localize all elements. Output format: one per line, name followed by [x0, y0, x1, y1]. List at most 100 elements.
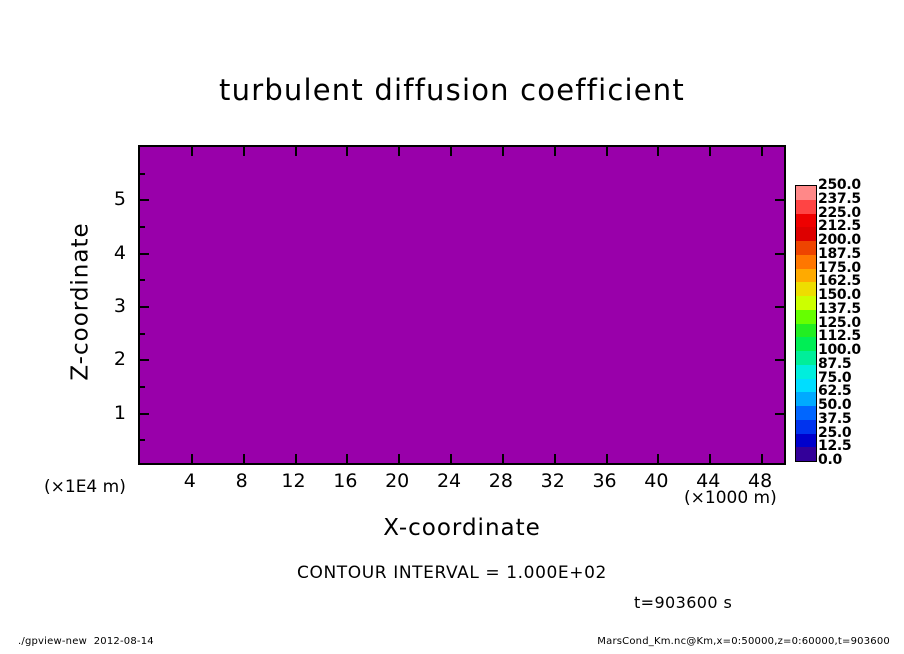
x-tick-label: 8 [235, 470, 248, 492]
x-tick-top [553, 147, 556, 156]
y-minor-tick [140, 226, 145, 228]
colorbar-swatch [796, 433, 816, 448]
colorbar-label: 112.5 [818, 328, 861, 345]
x-axis-title: X-coordinate [383, 515, 541, 541]
x-tick-top [605, 147, 608, 156]
colorbar-swatch [796, 419, 816, 434]
x-tick [346, 454, 349, 463]
colorbar-swatch [796, 364, 816, 379]
colorbar-label: 237.5 [818, 190, 861, 207]
colorbar-swatch [796, 186, 816, 200]
x-tick-label: 36 [592, 470, 617, 492]
footer-command-label: ./gpview-new 2012-08-14 [18, 636, 154, 647]
page-title: turbulent diffusion coefficient [219, 73, 685, 107]
y-minor-tick [140, 279, 145, 282]
y-tick-right [775, 199, 784, 202]
x-tick-label: 20 [385, 470, 410, 492]
y-tick-right [775, 252, 784, 255]
x-tick-top [761, 147, 764, 156]
y-tick-right [775, 306, 784, 308]
x-tick-top [398, 147, 401, 156]
colorbar-swatch [796, 296, 816, 310]
colorbar-label: 250.0 [818, 177, 861, 193]
x-tick-label: 40 [644, 470, 669, 492]
x-tick-top [190, 147, 193, 156]
y-axis-title: Z-coordinate [67, 222, 94, 381]
colorbar-swatch [796, 254, 816, 269]
y-axis-unit-label: (×1E4 m) [44, 477, 126, 497]
y-minor-tick [140, 332, 145, 335]
colorbar-label: 62.5 [818, 383, 852, 400]
x-tick [657, 454, 660, 463]
colorbar-swatch [796, 378, 816, 393]
colorbar-label: 212.5 [818, 218, 861, 235]
y-tick-right [775, 412, 784, 415]
y-tick-label: 4 [113, 241, 126, 264]
colorbar-label: 175.0 [818, 259, 861, 276]
y-tick [140, 359, 149, 362]
colorbar-swatch [796, 213, 816, 228]
colorbar-swatch [796, 447, 816, 461]
y-tick [140, 199, 149, 202]
time-annotation: t=903600 s [634, 593, 733, 612]
y-tick-label: 2 [113, 348, 126, 371]
footer-source-label: MarsCond_Km.nc@Km,x=0:50000,z=0:60000,t=… [597, 636, 890, 647]
colorbar-swatch [796, 392, 816, 406]
colorbar-label: 87.5 [818, 355, 852, 372]
x-tick [553, 454, 556, 463]
colorbar-label: 37.5 [818, 410, 852, 427]
x-tick-label: 24 [436, 470, 462, 492]
x-tick [761, 454, 764, 463]
y-tick [140, 412, 149, 415]
colorbar-swatch [796, 268, 816, 283]
x-tick [190, 454, 193, 463]
x-tick [605, 454, 608, 463]
x-tick-label: 32 [540, 470, 565, 492]
colorbar-label: 50.0 [818, 397, 852, 413]
x-tick [294, 454, 297, 463]
x-tick-top [346, 147, 349, 156]
colorbar-swatch [796, 309, 816, 324]
x-tick-top [709, 147, 712, 156]
colorbar-label: 200.0 [818, 232, 861, 248]
x-tick-label: 4 [183, 470, 196, 492]
y-tick-label: 3 [113, 295, 126, 317]
x-tick-top [450, 147, 453, 156]
x-tick [398, 454, 401, 463]
x-tick [242, 454, 245, 463]
colorbar-label: 225.0 [818, 204, 861, 221]
y-tick-label: 1 [113, 401, 126, 424]
x-tick-top [657, 147, 660, 156]
x-tick-top [501, 147, 504, 156]
colorbar-label: 75.0 [818, 369, 852, 386]
colorbar-swatch [796, 323, 816, 338]
colorbar-swatch [796, 227, 816, 241]
colorbar-label: 25.0 [818, 424, 852, 441]
x-tick [709, 454, 712, 463]
y-minor-tick [140, 172, 145, 175]
x-tick-label: 12 [281, 470, 306, 492]
y-minor-tick [140, 439, 145, 442]
x-tick [450, 454, 453, 463]
colorbar-swatch [796, 282, 816, 296]
x-tick-label: 28 [488, 470, 513, 492]
colorbar-label: 0.0 [818, 452, 842, 468]
colorbar-swatch [796, 241, 816, 255]
y-tick-label: 5 [113, 188, 126, 211]
colorbar-label: 187.5 [818, 245, 861, 262]
plot-area[interactable] [138, 145, 786, 465]
colorbar-label: 162.5 [818, 273, 861, 290]
contour-interval-label: CONTOUR INTERVAL = 1.000E+02 [297, 563, 607, 583]
colorbar[interactable] [795, 185, 817, 462]
colorbar-swatch [796, 406, 816, 420]
colorbar-label: 150.0 [818, 287, 861, 303]
x-tick-label: 44 [696, 470, 721, 492]
colorbar-label: 137.5 [818, 300, 861, 317]
x-tick-top [294, 147, 297, 156]
y-tick [140, 306, 149, 308]
colorbar-label: 12.5 [818, 438, 852, 455]
x-tick-label: 16 [333, 470, 358, 492]
y-tick [140, 252, 149, 255]
contour-field-canvas [140, 147, 784, 463]
